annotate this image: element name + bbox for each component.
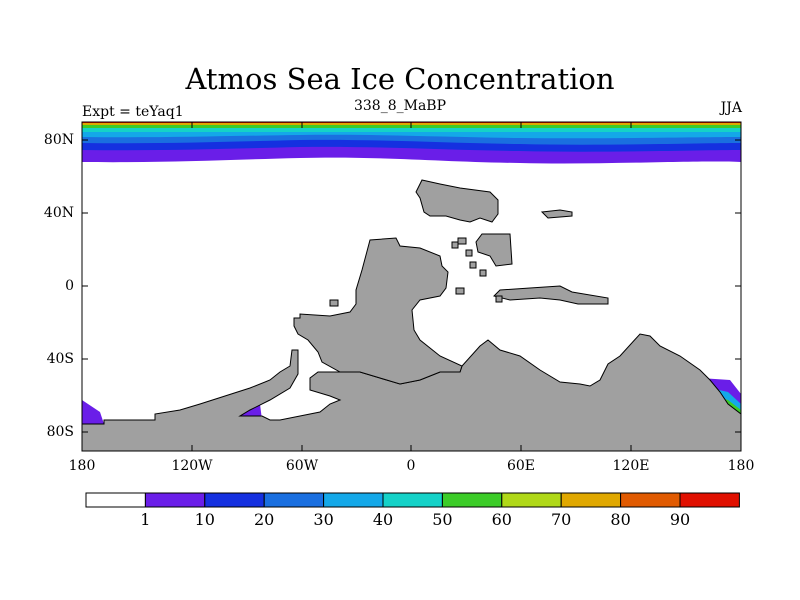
colorbar-label: 50 bbox=[432, 510, 453, 529]
colorbar-box bbox=[679, 492, 740, 508]
lon-label-0: 0 bbox=[406, 458, 416, 474]
colorbar bbox=[85, 492, 740, 508]
colorbar-box bbox=[263, 492, 325, 508]
colorbar-box bbox=[323, 492, 384, 508]
colorbar-box bbox=[144, 492, 206, 508]
map-title: Atmos Sea Ice Concentration bbox=[185, 62, 615, 96]
colorbar-label: 20 bbox=[254, 510, 275, 529]
colorbar-box bbox=[501, 492, 562, 508]
lat-label-eq: 0 bbox=[65, 278, 74, 294]
colorbar-label: 40 bbox=[372, 510, 394, 529]
colorbar-box bbox=[441, 492, 503, 508]
land-masses bbox=[81, 179, 742, 452]
lat-label-80s: 80S bbox=[46, 424, 74, 440]
lon-label-120e: 120E bbox=[612, 458, 650, 474]
lat-label-40n: 40N bbox=[43, 205, 74, 221]
colorbar-box bbox=[204, 492, 265, 508]
axis-ticks bbox=[82, 122, 741, 451]
colorbar-label: 80 bbox=[610, 510, 631, 529]
experiment-label: Expt = teYaq1 bbox=[82, 104, 184, 120]
map-subtitle: 338_8_MaBP bbox=[353, 98, 447, 114]
lon-label-180e: 180 bbox=[727, 458, 755, 474]
lon-label-60w: 60W bbox=[285, 458, 319, 474]
colorbar-box bbox=[382, 492, 443, 508]
arctic-sea-ice bbox=[82, 122, 741, 164]
colorbar-label: 70 bbox=[551, 510, 572, 529]
colorbar-label: 30 bbox=[313, 510, 334, 529]
lat-label-80n: 80N bbox=[43, 132, 74, 148]
colorbar-label: 90 bbox=[669, 510, 691, 529]
lon-label-120w: 120W bbox=[171, 458, 213, 474]
lon-label-180w: 180 bbox=[68, 458, 96, 474]
lon-label-60e: 60E bbox=[506, 458, 536, 474]
colorbar-label: 60 bbox=[491, 510, 512, 529]
colorbar-box bbox=[560, 492, 622, 508]
lat-label-40s: 40S bbox=[46, 351, 74, 367]
colorbar-box bbox=[620, 492, 681, 508]
colorbar-label: 1 bbox=[140, 510, 151, 529]
colorbar-box bbox=[85, 492, 146, 508]
colorbar-label: 10 bbox=[194, 510, 215, 529]
season-label: JJA bbox=[720, 100, 742, 116]
